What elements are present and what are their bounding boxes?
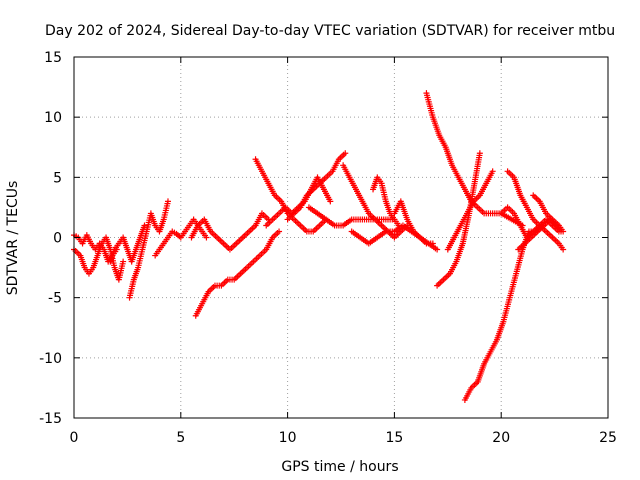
- series-arc-7: [192, 228, 283, 319]
- series-arc-5: [152, 216, 210, 259]
- data-point: [560, 228, 567, 235]
- series-arc-3: [103, 222, 148, 265]
- series-arc-10: [284, 150, 349, 223]
- y-axis-label: SDTVAR / TECUs: [5, 181, 21, 296]
- y-tick-label: 5: [53, 170, 62, 186]
- axis-ticks: [73, 56, 609, 419]
- x-axis-label: GPS time / hours: [281, 459, 398, 475]
- y-tick-label: 15: [44, 50, 62, 66]
- series-arc-4: [126, 198, 171, 301]
- chart-title: Day 202 of 2024, Sidereal Day-to-day VTE…: [45, 23, 615, 39]
- grid: [74, 57, 608, 418]
- y-tick-label: -10: [39, 351, 62, 367]
- series-arc-8: [252, 156, 330, 235]
- data-point: [476, 150, 483, 157]
- y-tick-label: 10: [44, 110, 62, 126]
- x-tick-label: 20: [492, 430, 510, 446]
- data-points: [71, 90, 567, 403]
- y-tick-labels: -15 -10 -5 0 5 10 15: [39, 50, 62, 427]
- x-tick-label: 5: [176, 430, 185, 446]
- data-point: [327, 198, 334, 205]
- series-arc-22: [515, 216, 565, 253]
- data-point: [203, 234, 210, 241]
- x-tick-label: 10: [279, 430, 297, 446]
- data-point: [395, 222, 402, 229]
- y-tick-label: 0: [53, 231, 62, 247]
- series-arc-23: [530, 192, 567, 235]
- data-point: [560, 246, 567, 253]
- data-point: [120, 258, 127, 265]
- data-point: [342, 150, 349, 157]
- series-arc-18: [444, 168, 496, 253]
- x-tick-label: 25: [599, 430, 617, 446]
- series-arc-17: [434, 150, 483, 289]
- data-point: [434, 246, 441, 253]
- series-arc-12: [340, 162, 411, 241]
- series-arc-6: [188, 210, 272, 253]
- x-tick-labels: 0 5 10 15 20 25: [70, 430, 617, 446]
- x-tick-label: 0: [70, 430, 79, 446]
- series-arc-15: [391, 198, 436, 247]
- series-arc-21: [504, 168, 567, 253]
- data-point: [276, 228, 283, 235]
- series-arc-19: [461, 222, 545, 403]
- data-point: [429, 240, 436, 247]
- data-point: [141, 222, 148, 229]
- data-point: [489, 168, 496, 175]
- y-tick-label: -5: [48, 291, 62, 307]
- series-arc-14: [370, 174, 402, 229]
- x-tick-label: 15: [385, 430, 403, 446]
- data-point: [164, 198, 171, 205]
- y-tick-label: -15: [39, 411, 62, 427]
